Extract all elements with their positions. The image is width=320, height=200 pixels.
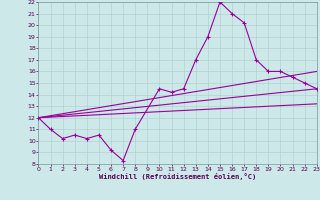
X-axis label: Windchill (Refroidissement éolien,°C): Windchill (Refroidissement éolien,°C)	[99, 173, 256, 180]
